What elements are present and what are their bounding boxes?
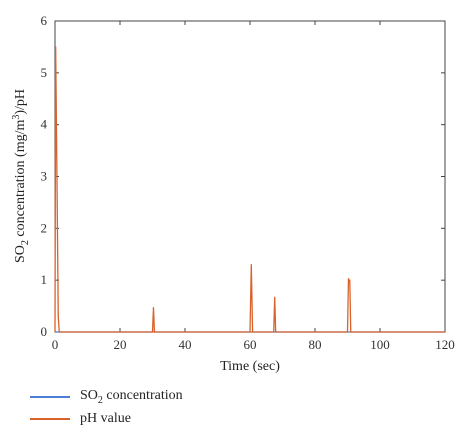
x-tick-label: 100 [370, 337, 390, 352]
y-tick-label: 0 [41, 324, 48, 339]
y-tick-label: 4 [41, 117, 48, 132]
legend-label-so2: SO2 concentration [80, 388, 183, 406]
y-axis-title-subscript: 2 [20, 240, 31, 245]
y-axis-title-part: )/pH [13, 89, 28, 115]
x-tick-label: 0 [52, 337, 59, 352]
y-axis-title-superscript: 3 [11, 115, 22, 120]
legend-swatch-ph [30, 418, 70, 420]
y-axis-title-part: concentration (mg/m [13, 120, 28, 241]
y-axis-title-part: SO [13, 245, 28, 263]
x-tick-label: 20 [114, 337, 127, 352]
x-tick-label: 80 [309, 337, 322, 352]
legend-swatch-so2 [30, 396, 70, 398]
legend-label-ph: pH value [80, 411, 131, 426]
y-axis: 0 1 2 3 4 5 6 [41, 13, 445, 339]
x-tick-label: 60 [244, 337, 257, 352]
x-tick-label: 40 [179, 337, 192, 352]
legend-item-so2: SO2 concentration [30, 386, 183, 408]
y-tick-label: 1 [41, 272, 48, 287]
legend-label-part: SO [80, 388, 98, 404]
x-tick-label: 120 [435, 337, 455, 352]
plot-frame [54, 20, 446, 333]
x-axis-title: Time (sec) [220, 359, 280, 374]
series-layer [54, 46, 445, 333]
y-tick-label: 2 [41, 220, 48, 235]
y-tick-label: 6 [41, 13, 48, 28]
legend-label-part: concentration [102, 388, 183, 404]
series-line-ph [54, 46, 445, 333]
legend-label-subscript: 2 [97, 394, 103, 406]
x-axis: 0 20 40 60 80 100 120 [52, 21, 455, 352]
y-tick-label: 5 [41, 65, 48, 80]
legend: SO2 concentration pH value [30, 386, 183, 430]
y-axis-title: SO2 concentration (mg/m3)/pH [11, 89, 31, 263]
legend-item-ph: pH value [30, 408, 183, 430]
y-tick-label: 3 [41, 169, 48, 184]
